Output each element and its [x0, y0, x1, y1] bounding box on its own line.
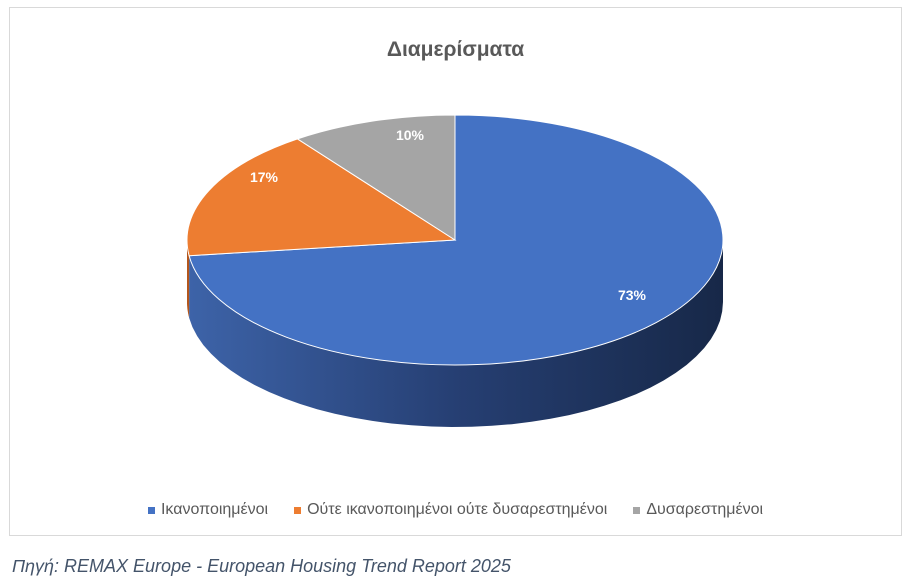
- chart-area: Διαμερίσματα Ικανοποιημένοι Ούτε ικανοπο…: [9, 7, 902, 536]
- legend-swatch: [633, 506, 641, 514]
- legend-label: Δυσαρεστημένοι: [646, 501, 764, 518]
- data-label-1: 17%: [250, 169, 279, 185]
- legend-swatch: [294, 506, 302, 514]
- pie-slice-0: [188, 114, 724, 366]
- legend-item: Ικανοποιημένοι: [147, 501, 269, 519]
- legend-label: Ικανοποιημένοι: [160, 501, 269, 518]
- source-caption: Πηγή: REMAX Europe - European Housing Tr…: [12, 556, 511, 576]
- data-label-0: 73%: [618, 287, 647, 303]
- pie-side-1: [187, 240, 190, 318]
- legend-item: Ούτε ικανοποιημένοι ούτε δυσαρεστημένοι: [294, 501, 607, 519]
- legend-item: Δυσαρεστημένοι: [633, 501, 763, 519]
- chart-title: Διαμερίσματα: [386, 38, 525, 61]
- pie-side-0: [189, 240, 724, 427]
- pie-slice-1: [186, 138, 457, 257]
- legend: Ικανοποιημένοι Ούτε ικανοποιημένοι ούτε …: [10, 501, 901, 519]
- pie-slice-2: [296, 114, 456, 241]
- legend-label: Ούτε ικανοποιημένοι ούτε δυσαρεστημένοι: [307, 501, 608, 518]
- legend-swatch: [147, 506, 155, 514]
- data-label-2: 10%: [396, 127, 425, 143]
